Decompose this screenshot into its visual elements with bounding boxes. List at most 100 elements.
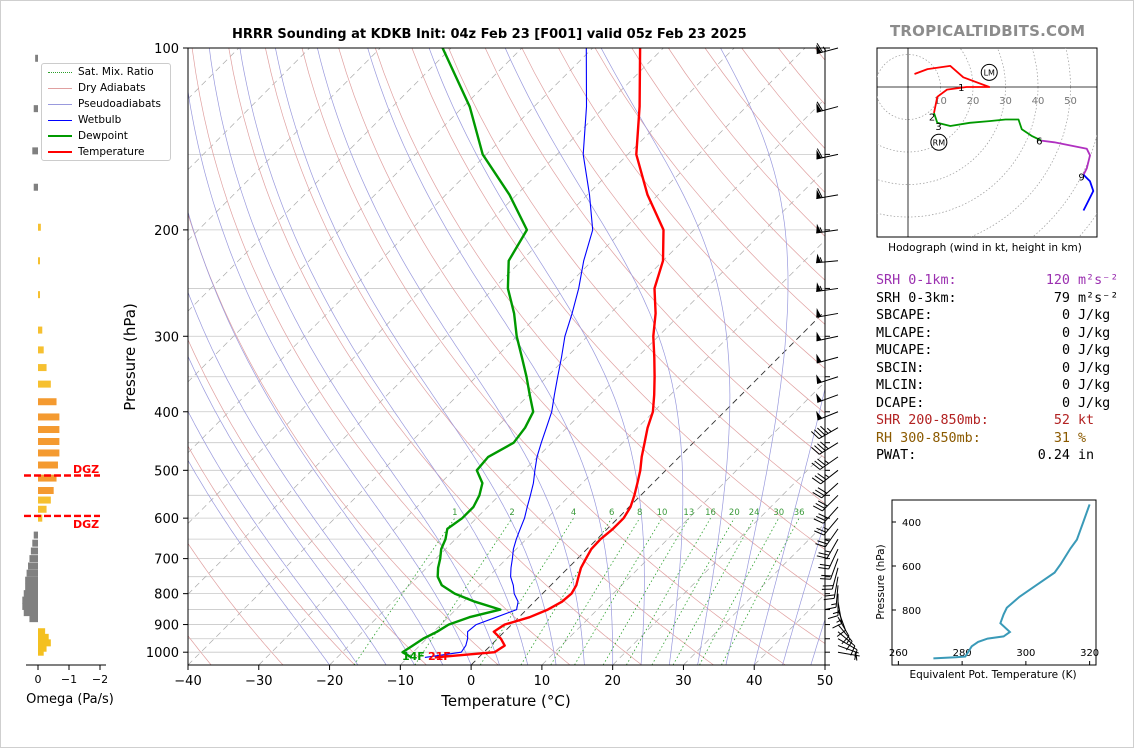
omega-bar [28, 562, 38, 570]
barb-flag [820, 441, 829, 450]
barb-staff [821, 482, 839, 499]
wind-barb [837, 638, 858, 661]
pseudoadiabat-line [188, 291, 415, 665]
wind-barb [821, 567, 839, 590]
barb-flag [818, 566, 829, 570]
skew-t-ylabel: Pressure (hPa) [121, 303, 139, 411]
x-tick-label: 30 [675, 674, 692, 689]
omega-bar [38, 487, 54, 495]
omega-bar [29, 615, 38, 623]
legend-swatch [48, 120, 72, 121]
hodograph-ring-label: 40 [1032, 96, 1045, 107]
omega-bar [38, 461, 58, 469]
barb-flag [817, 473, 827, 480]
stat-unit: in [1078, 448, 1095, 463]
mixing-ratio-line [479, 517, 574, 665]
x-tick-label: −40 [174, 674, 201, 689]
barb-staff [831, 567, 839, 590]
wind-barbs [811, 42, 860, 661]
barb-half [819, 257, 823, 263]
stat-label: MLCIN: [876, 378, 925, 393]
wind-barb [816, 148, 839, 160]
surface-temperature-label: 21F [428, 650, 451, 663]
omega-bar [32, 539, 38, 547]
barb-half [854, 651, 856, 658]
omega-bar [26, 569, 38, 577]
mixing-ratio-line [721, 518, 800, 665]
stat-label: SRH 0-1km: [876, 273, 957, 288]
hodograph-ring-label: 50 [1064, 96, 1077, 107]
wetbulb-profile [424, 48, 594, 658]
barb-half [819, 285, 823, 291]
barb-pennant [816, 223, 822, 233]
barb-flag [814, 445, 823, 453]
barb-staff [837, 638, 858, 651]
theta-e-frame [891, 499, 1097, 666]
barb-flag [817, 427, 826, 436]
barb-flag [841, 635, 850, 645]
stat-srh-0-3km: SRH 0-3km: 79 m²s⁻² [876, 290, 1118, 308]
mixing-ratio-line [699, 518, 780, 665]
dry-adiabat-line [558, 48, 825, 370]
stat-srh-0-1km: SRH 0-1km: 120 m²s⁻² [876, 272, 1118, 290]
omega-bar [38, 413, 60, 421]
stat-label: SBCIN: [876, 360, 925, 376]
stat-unit: J/kg [1078, 360, 1111, 376]
barb-staff [816, 229, 839, 234]
dry-adiabat-line [338, 48, 825, 644]
barb-flag [818, 552, 829, 556]
omega-bar [22, 602, 38, 610]
stat-label: PWAT: [876, 448, 917, 463]
legend-swatch [48, 88, 72, 89]
theta-e-y-tick-label: 800 [902, 606, 921, 617]
barb-flag [820, 425, 829, 434]
barb-staff [818, 427, 839, 440]
hodograph-height-label: 9 [1078, 172, 1084, 183]
barb-staff [816, 153, 839, 160]
barb-flag [854, 649, 858, 661]
isotherm-line [683, 523, 825, 665]
pseudoadiabat-line [428, 48, 645, 665]
barb-flag [817, 443, 826, 451]
barb-staff [833, 576, 839, 599]
omega-bar [38, 223, 41, 231]
barb-flag [832, 622, 843, 629]
barb-flag [811, 477, 821, 485]
theta-e-panel: 260 280 300 320 400 600 800 [889, 499, 1099, 666]
isotherm-line [0, 48, 26, 665]
barb-pennant [816, 308, 822, 318]
barb-staff [822, 506, 839, 524]
stat-unit: J/kg [1078, 395, 1111, 411]
omega-tick-label: 0 [35, 673, 42, 686]
barb-flag [815, 515, 826, 522]
pseudoadiabat-line [188, 88, 472, 665]
isotherm-line [612, 452, 825, 665]
stat-mucape: MUCAPE: 0 J/kg [876, 342, 1118, 360]
pseudoadiabat-line [504, 48, 684, 665]
mixing-ratio-label: 13 [683, 508, 694, 518]
barb-staff [816, 260, 839, 264]
omega-bar [38, 449, 60, 457]
barb-flag [820, 578, 831, 580]
barb-flag [821, 574, 832, 577]
theta-e-x-tick-label: 320 [1080, 648, 1099, 659]
y-tick-label: 600 [154, 512, 179, 527]
barb-staff [816, 287, 839, 292]
mixing-ratio-label: 24 [749, 508, 760, 518]
mixing-ratio-label: 1 [452, 508, 457, 518]
wind-barb [837, 616, 850, 645]
stat-unit: J/kg [1078, 308, 1111, 323]
skew-t-axes: −40 −30 −20 −10 0 10 20 30 40 50 100 200 300 400 500 60… [146, 42, 833, 689]
barb-staff [822, 494, 839, 512]
stat-value: 0.24 [1037, 448, 1070, 463]
pseudoadiabat-line [367, 48, 614, 665]
omega-bar [38, 364, 47, 372]
legend-label: Pseudoadiabats [78, 98, 161, 110]
legend-swatch [48, 104, 72, 105]
barb-half [824, 539, 830, 542]
wind-barb [816, 101, 839, 113]
dry-adiabat-line [301, 48, 786, 665]
barb-flag [823, 597, 835, 601]
wind-barb [811, 456, 839, 470]
